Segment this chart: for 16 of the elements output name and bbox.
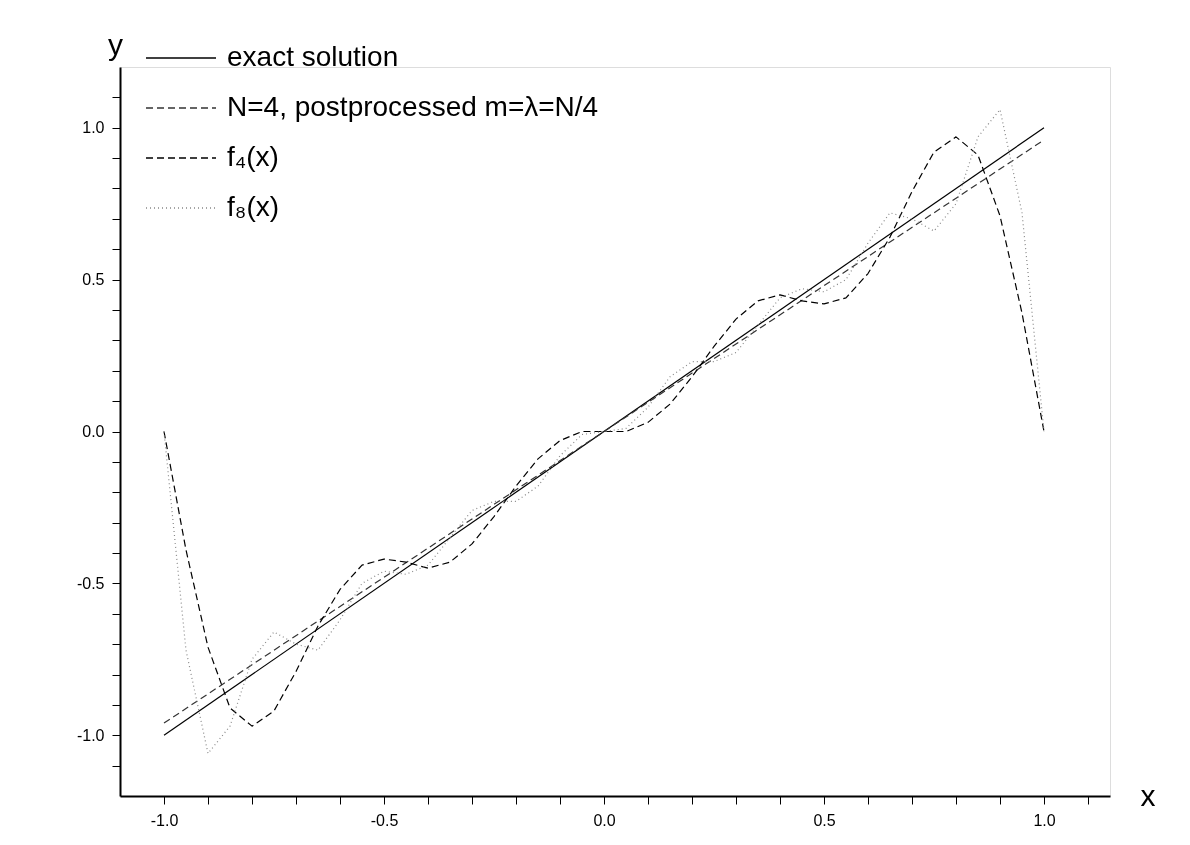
y-tick-label: 0.5 (82, 271, 105, 289)
legend-label: f₄(x) (227, 141, 279, 172)
legend-label: f₈(x) (227, 191, 280, 222)
x-tick-label: 1.0 (1033, 811, 1056, 829)
x-tick-label: 0.0 (593, 811, 616, 829)
y-tick-label: -1.0 (76, 726, 105, 744)
y-tick-label: -0.5 (76, 574, 105, 592)
y-tick-label: 0.0 (82, 423, 105, 440)
y-axis-title: y (108, 27, 123, 61)
x-axis-title: x (1140, 778, 1156, 812)
y-tick-label: 1.0 (82, 119, 105, 137)
legend-label: N=4, postprocessed m=λ=N/4 (227, 91, 599, 122)
legend-label: exact solution (227, 41, 399, 72)
x-tick-label: -1.0 (150, 811, 179, 829)
x-tick-label: -0.5 (370, 811, 399, 829)
x-tick-label: 0.5 (813, 811, 836, 829)
